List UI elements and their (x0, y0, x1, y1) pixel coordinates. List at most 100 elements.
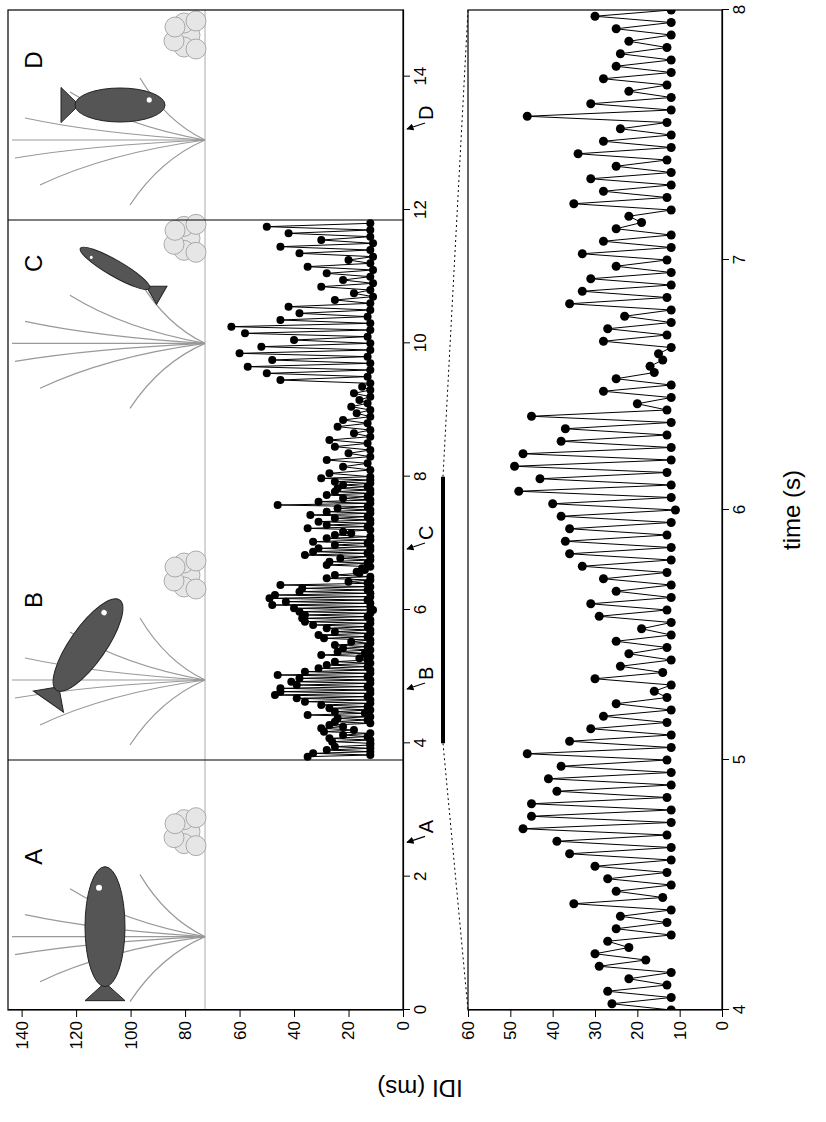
data-point (366, 219, 374, 227)
data-point (331, 514, 339, 522)
data-point (612, 699, 621, 708)
data-point (603, 937, 612, 946)
ground-line (205, 10, 206, 1010)
data-point (667, 143, 676, 152)
data-point (350, 389, 358, 397)
x-tick: 10 (403, 333, 430, 352)
plot-frame (468, 10, 722, 1010)
data-point (662, 293, 671, 302)
data-point (331, 571, 339, 579)
data-point (667, 768, 676, 777)
data-point (586, 599, 595, 608)
data-point (325, 436, 333, 444)
y-tick-mark (240, 1010, 241, 1017)
y-axis-line (469, 1009, 723, 1010)
data-point (519, 449, 528, 458)
data-point (662, 118, 671, 127)
data-point (282, 598, 290, 606)
x-tick-mark (403, 876, 410, 877)
annotation-arrow (407, 836, 425, 842)
data-point (624, 974, 633, 983)
data-point (667, 18, 676, 27)
y-tick: 40 (285, 1010, 304, 1040)
data-point (662, 431, 671, 440)
data-point (612, 374, 621, 383)
y-tick-label: 100 (122, 1021, 141, 1049)
cloud (164, 551, 206, 599)
data-point (331, 658, 339, 666)
data-point (295, 309, 303, 317)
cloud-puff (165, 220, 185, 240)
data-point (519, 824, 528, 833)
data-point (325, 704, 333, 712)
fish-body (75, 88, 165, 122)
data-point (667, 68, 676, 77)
cloud-puff (186, 242, 206, 262)
data-point (667, 206, 676, 215)
data-point (315, 544, 323, 552)
data-point (295, 674, 303, 682)
data-point (323, 491, 331, 499)
data-point (309, 538, 317, 546)
data-point (667, 281, 676, 290)
data-point (667, 781, 676, 790)
data-point (662, 693, 671, 702)
data-point (662, 718, 671, 727)
plot-area (510, 10, 680, 1010)
y-tick: 30 (586, 1010, 605, 1040)
x-tick: 6 (403, 605, 430, 614)
y-axis: 020406080100120140 (9, 1010, 413, 1050)
y-tick-label: 0 (394, 1021, 413, 1030)
plant-leaf (130, 937, 205, 1002)
x-tick-label: 14 (411, 67, 430, 86)
data-point (290, 604, 298, 612)
data-point (612, 162, 621, 171)
data-point (624, 37, 633, 46)
data-point (557, 437, 566, 446)
x-axis-line (403, 10, 404, 1010)
x-tick-label: 8 (730, 5, 749, 14)
y-tick-mark (680, 1010, 681, 1017)
data-point (298, 584, 306, 592)
x-tick-label: 12 (411, 200, 430, 219)
annotation-arrow (407, 543, 425, 549)
y-axis-title: IDI (ms) (377, 1075, 462, 1102)
y-tick: 10 (671, 1010, 690, 1040)
data-point (667, 56, 676, 65)
data-point (306, 511, 314, 519)
data-point (667, 93, 676, 102)
data-point (274, 501, 282, 509)
data-point (347, 529, 355, 537)
data-point (641, 956, 650, 965)
data-point (667, 806, 676, 815)
data-point (276, 316, 284, 324)
plant-leaf (70, 295, 205, 343)
plant-leaf (140, 618, 205, 680)
scene-label: B (20, 592, 47, 608)
y-tick-label: 40 (285, 1021, 304, 1040)
data-point (331, 478, 339, 486)
data-point (535, 474, 544, 483)
data-point (331, 531, 339, 539)
data-point (591, 12, 600, 21)
data-point (667, 706, 676, 715)
y-tick-mark (595, 1010, 596, 1017)
data-point (323, 746, 331, 754)
figure: 02468101214020406080100120140ABCDABCDIDI… (0, 0, 826, 1122)
y-tick: 0 (394, 1010, 413, 1030)
data-point (339, 481, 347, 489)
data-point (336, 554, 344, 562)
data-point (358, 383, 366, 391)
y-tick: 20 (339, 1010, 358, 1040)
data-point (366, 573, 374, 581)
data-point (650, 687, 659, 696)
data-point (339, 416, 347, 424)
data-point (315, 631, 323, 639)
data-point (591, 674, 600, 683)
data-point (523, 749, 532, 758)
data-point (667, 268, 676, 277)
data-point (227, 323, 235, 331)
data-point (323, 456, 331, 464)
data-point (565, 737, 574, 746)
data-point (317, 236, 325, 244)
